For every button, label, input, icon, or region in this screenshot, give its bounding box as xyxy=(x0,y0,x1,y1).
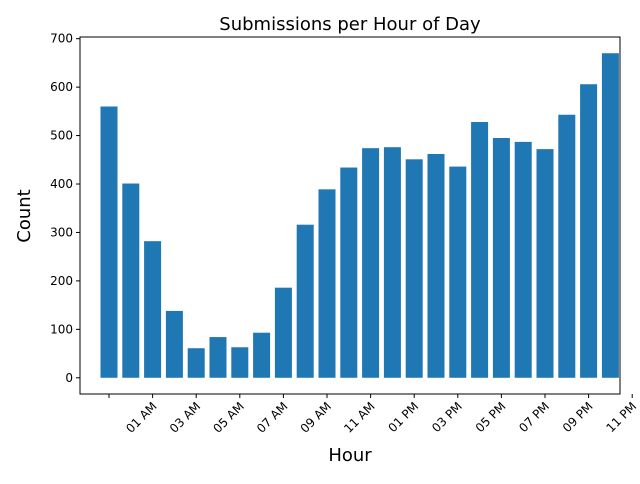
bars-layer xyxy=(100,53,619,378)
x-tick-label: 03 AM xyxy=(167,399,204,436)
bar xyxy=(514,141,532,378)
bar xyxy=(601,53,619,378)
bar xyxy=(187,348,205,378)
y-tick-label: 400 xyxy=(50,177,73,191)
bar xyxy=(558,114,576,378)
y-tick-label: 200 xyxy=(50,274,73,288)
chart-title: Submissions per Hour of Day xyxy=(219,14,481,35)
x-axis-label: Hour xyxy=(328,445,372,466)
bar xyxy=(362,148,380,378)
x-tick-label: 11 PM xyxy=(603,399,639,435)
x-tick-label: 05 PM xyxy=(473,399,509,435)
x-tick-label: 01 PM xyxy=(385,399,421,435)
bar xyxy=(580,84,598,378)
y-tick-label: 700 xyxy=(50,32,73,46)
x-tick-label: 09 AM xyxy=(298,399,335,436)
y-axis: 0 100 200 300 400 500 600 700 xyxy=(50,32,80,385)
x-axis: 01 AM 03 AM 05 AM 07 AM 09 AM 11 AM 01 PM 03 PM… xyxy=(108,394,639,436)
bar xyxy=(231,347,249,378)
bar xyxy=(100,106,118,378)
bar xyxy=(449,166,467,378)
x-tick-label: 07 PM xyxy=(516,399,552,435)
y-tick-label: 0 xyxy=(65,371,73,385)
bar xyxy=(253,332,271,378)
bar xyxy=(340,167,358,378)
bar xyxy=(405,159,423,378)
y-tick-label: 500 xyxy=(50,129,73,143)
y-tick-label: 600 xyxy=(50,80,73,94)
bar xyxy=(536,149,554,378)
x-tick-label: 11 AM xyxy=(341,399,378,436)
bar xyxy=(383,147,401,378)
bar xyxy=(471,122,489,378)
x-tick-label: 03 PM xyxy=(429,399,465,435)
bar xyxy=(165,310,183,378)
bar xyxy=(274,287,292,378)
bar xyxy=(492,138,510,378)
x-tick-label: 07 AM xyxy=(254,399,291,436)
x-tick-label: 05 AM xyxy=(210,399,247,436)
x-tick-label: 09 PM xyxy=(560,399,596,435)
y-tick-label: 300 xyxy=(50,225,73,239)
x-tick-label: 01 AM xyxy=(123,399,160,436)
bar xyxy=(318,189,336,378)
bar xyxy=(427,153,445,378)
bar xyxy=(122,183,140,378)
y-tick-label: 100 xyxy=(50,322,73,336)
bar xyxy=(144,241,162,378)
y-axis-label: Count xyxy=(14,189,35,242)
bar xyxy=(209,337,227,378)
plot-frame xyxy=(79,36,621,395)
bar xyxy=(296,224,314,378)
